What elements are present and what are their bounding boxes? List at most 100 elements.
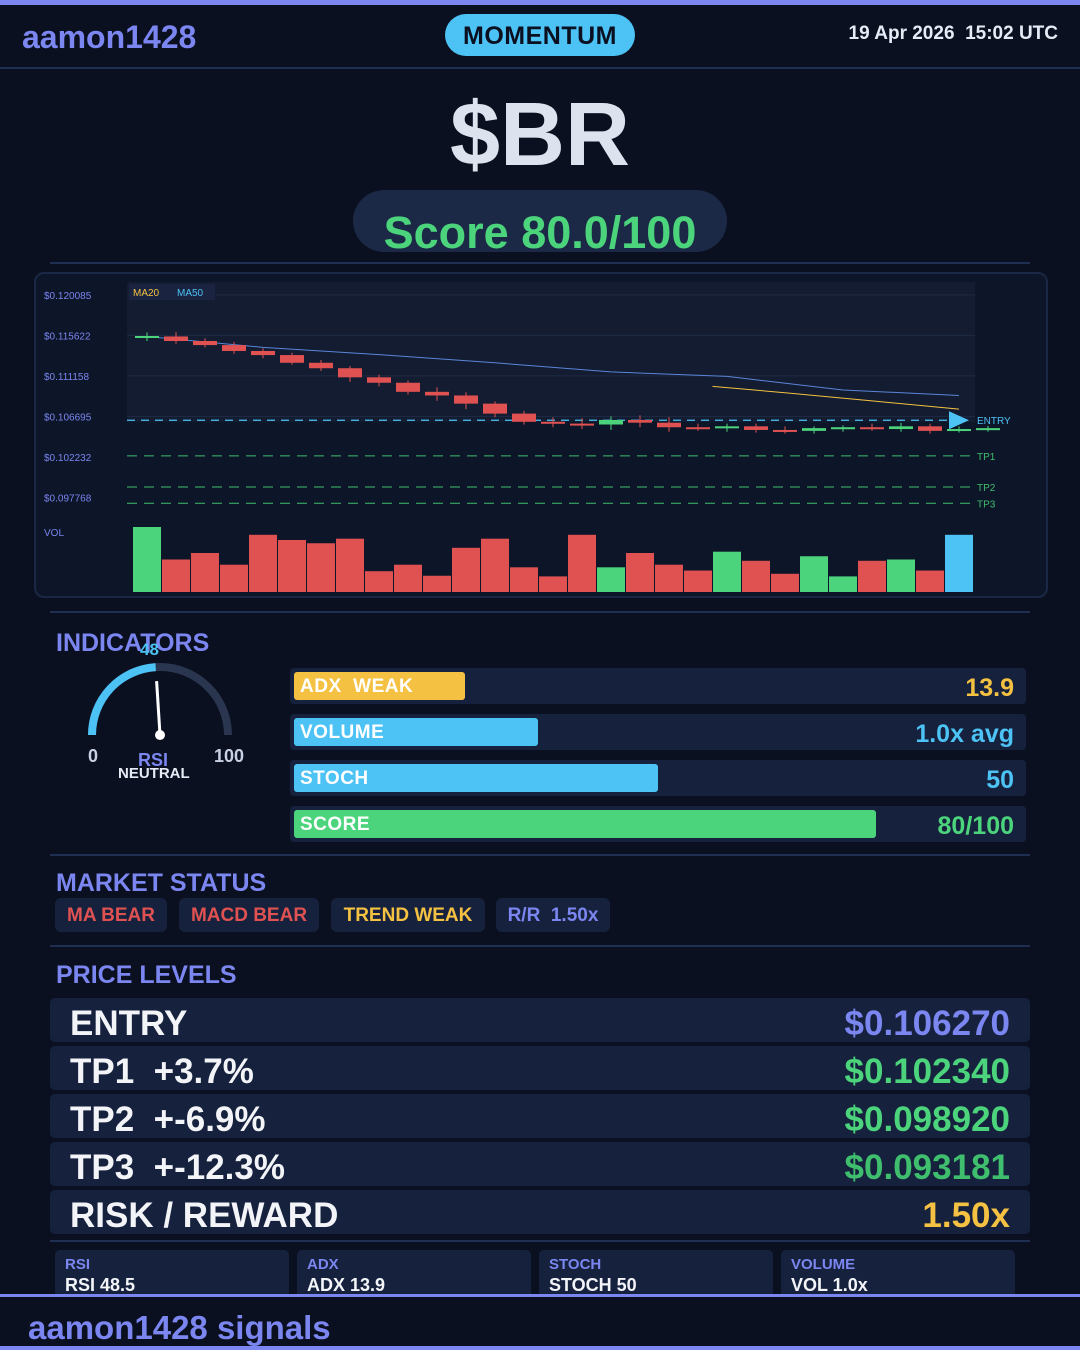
level-price: $0.098920 [844,1100,1010,1139]
rsi-gauge-min: 0 [88,746,99,766]
candle-body [251,350,275,356]
volume-bar [452,547,480,592]
candle-body [657,422,681,428]
divider [50,611,1030,613]
volume-bar [829,576,857,592]
top-accent-bar [0,0,1080,5]
candle-body [715,426,739,429]
header-bar: aamon1428 MOMENTUM 19 Apr 2026 15:02 UTC [0,5,1080,69]
tp2-level-row: TP2 +-6.9% $0.098920 [50,1094,1030,1139]
candle-body [454,395,478,404]
rsi-gauge-max: 100 [214,746,245,766]
score-bar-value: 80/100 [937,812,1014,840]
candle-body [860,427,884,430]
volume-bar [713,551,741,592]
volume-bar-label: VOLUME [300,722,385,743]
candle-body [976,428,1000,431]
volume-bar [423,575,451,592]
candle-body [831,427,855,430]
footer-text: aamon1428 signals [28,1309,331,1346]
volume-bar [945,534,973,592]
volume-bar [626,553,654,592]
gauge-needle [155,681,162,736]
y-tick-label: $0.111158 [44,372,89,383]
candle-body [483,403,507,414]
volume-bar [539,576,567,592]
candle-body [744,426,768,430]
stat-value: RSI 48.5 [65,1275,136,1295]
candle-body [367,377,391,383]
volume-bar [249,534,277,592]
brand-name: aamon1428 [22,19,197,55]
level-price: 1.50x [922,1196,1010,1235]
level-name: ENTRY [70,1004,188,1043]
stoch-bar-value: 50 [986,766,1014,794]
volume-axis-label: VOL [44,528,64,539]
candle-body [802,428,826,431]
stoch-stat-card: STOCH STOCH 50 [539,1250,773,1298]
stat-value: STOCH 50 [549,1275,637,1295]
volume-bar [858,560,886,592]
macd-bear-badge: MACD BEAR [179,898,319,932]
candle-body [135,336,159,339]
stat-value: VOL 1.0x [791,1275,868,1295]
stat-value: ADX 13.9 [307,1275,386,1295]
volume-bar [916,570,944,592]
level-name: TP1 +3.7% [70,1052,254,1091]
adx-bar-label: ADX WEAK [300,676,414,697]
rsi-gauge-state: NEUTRAL [118,765,190,782]
volume-bar [278,540,306,592]
volume-bar [597,567,625,592]
y-tick-label: $0.120085 [44,291,92,302]
entry-level-row: ENTRY $0.106270 [50,998,1030,1043]
tp-label: TP3 [977,499,996,510]
volume-bar [307,543,335,592]
score-bar-fill [294,810,876,838]
divider [50,945,1030,947]
stat-label: VOLUME [791,1256,856,1273]
level-name: TP2 +-6.9% [70,1100,266,1139]
candle-body [947,429,971,432]
candle-body [222,345,246,351]
volume-bar [655,564,683,592]
level-name: RISK / REWARD [70,1196,339,1235]
ticker-symbol: $BR [449,85,631,185]
y-tick-label: $0.115622 [44,331,91,342]
stat-label: ADX [307,1256,339,1273]
volume-bar-value: 1.0x avg [915,720,1014,748]
tp1-level-row: TP1 +3.7% $0.102340 [50,1046,1030,1091]
score-bar-label: SCORE [300,814,371,835]
candle-body [599,419,623,425]
stoch-bar-label: STOCH [300,768,369,789]
rsi-gauge-label: RSI [138,750,169,770]
adx-bar-fill [294,672,465,700]
level-name: TP3 +-12.3% [70,1148,285,1187]
volume-bar [394,564,422,592]
divider [50,262,1030,264]
ma50-line [146,336,960,396]
rsi-gauge-dial [88,663,232,740]
divider [50,854,1030,856]
stat-label: STOCH [549,1256,602,1273]
candle-body [396,382,420,392]
level-price: $0.093181 [844,1148,1010,1187]
rsi-gauge-value: 48 [140,640,159,659]
mode-badge: MOMENTUM [445,14,635,56]
score-badge: Score 80.0/100 [353,190,727,252]
volume-bar: VOLUME 1.0x avg [290,714,1026,750]
y-tick-label: $0.102232 [44,453,92,464]
candle-body [338,368,362,378]
indicators-title: INDICATORS [56,629,210,657]
candle-body [280,355,304,363]
stat-label: RSI [65,1256,91,1273]
volume-bar [481,538,509,592]
divider [50,1240,1030,1242]
ma20-line [712,385,960,410]
candle-body [889,426,913,430]
entry-arrow [949,411,969,430]
price-chart-panel: $0.120085 $0.115622 $0.111158 $0.106695 $0.1… [34,272,1048,598]
risk-reward-row: RISK / REWARD 1.50x [50,1190,1030,1235]
gauge-fill [88,663,157,736]
candle-body [164,336,188,341]
candle-body [628,419,652,423]
